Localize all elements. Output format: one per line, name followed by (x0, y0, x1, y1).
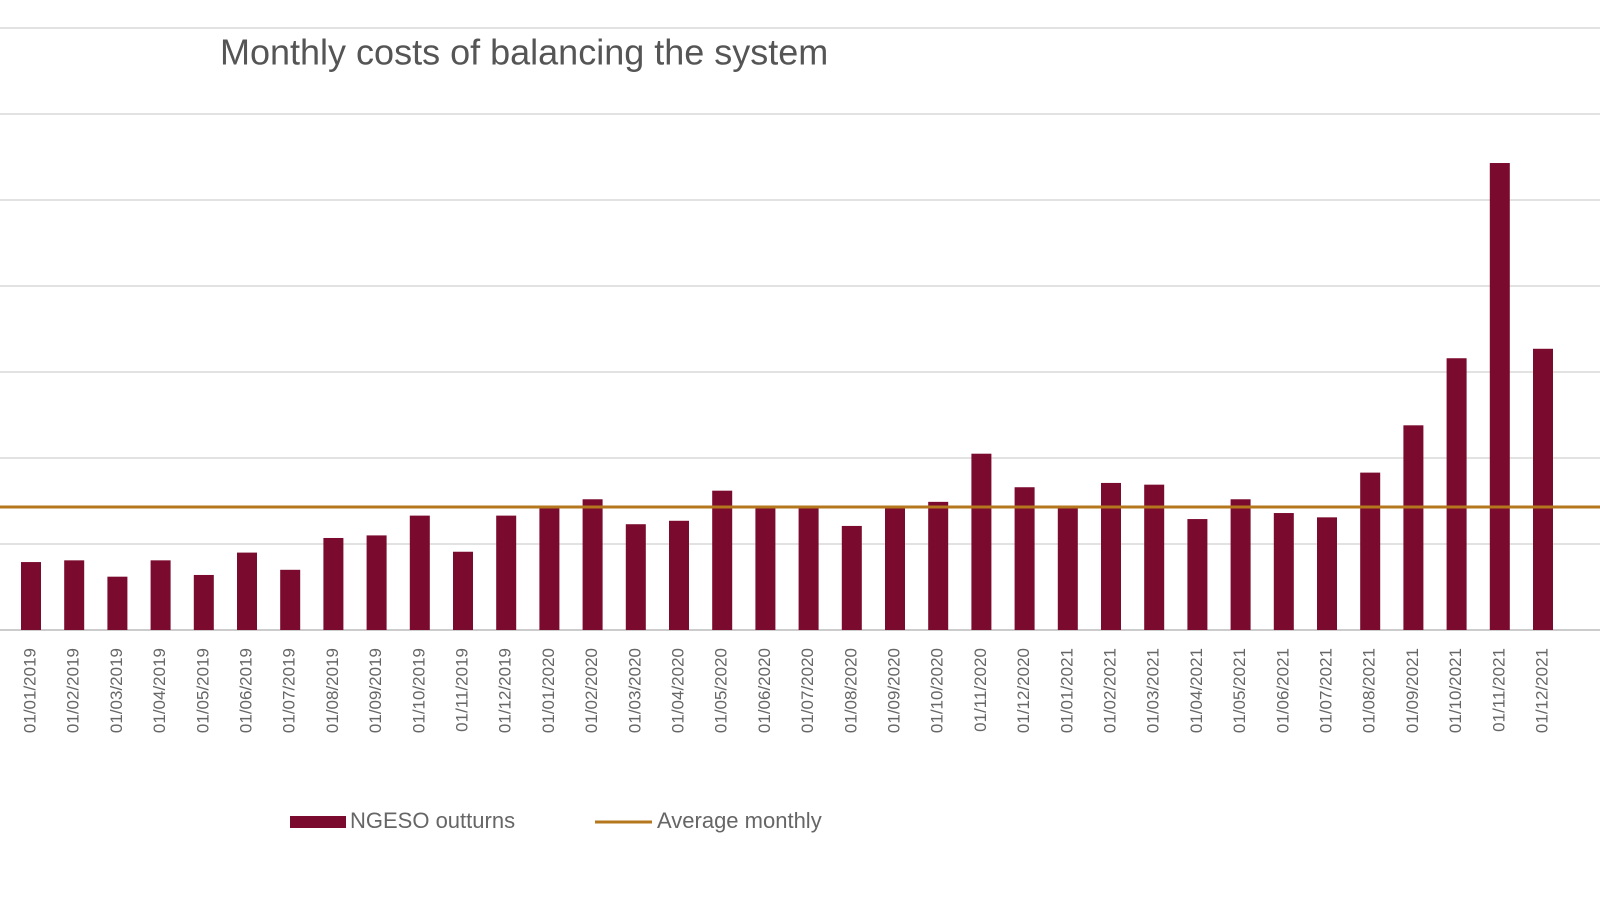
bar (755, 507, 776, 630)
bar (798, 507, 819, 630)
x-tick-label: 01/02/2019 (64, 648, 83, 733)
legend-swatch (290, 816, 346, 828)
bar (64, 560, 85, 630)
bar (1403, 425, 1424, 630)
x-tick-label: 01/02/2021 (1100, 648, 1119, 733)
bar (366, 535, 387, 630)
x-tick-label: 01/07/2019 (280, 648, 299, 733)
x-tick-label: 01/10/2020 (928, 648, 947, 733)
bar (625, 524, 646, 630)
bar (669, 520, 689, 630)
x-tick-label: 01/09/2020 (884, 648, 903, 733)
x-tick-label: 01/12/2020 (1014, 648, 1033, 733)
bar (21, 562, 41, 630)
bar (193, 574, 214, 630)
x-tick-label: 01/06/2021 (1273, 648, 1292, 733)
x-tick-label: 01/10/2021 (1446, 648, 1465, 733)
x-tick-label: 01/08/2020 (841, 648, 860, 733)
bar (1230, 499, 1251, 630)
x-tick-label: 01/09/2021 (1403, 648, 1422, 733)
x-tick-label: 01/04/2020 (668, 648, 687, 733)
x-tick-label: 01/01/2019 (20, 648, 39, 733)
bar (539, 507, 560, 630)
bar (1144, 484, 1165, 630)
legend-label: Average monthly (657, 808, 822, 833)
x-tick-label: 01/01/2021 (1057, 648, 1076, 733)
x-tick-label: 01/03/2019 (107, 648, 126, 733)
x-tick-label: 01/06/2020 (755, 648, 774, 733)
bar (280, 569, 301, 630)
chart-title: Monthly costs of balancing the system (220, 32, 828, 73)
x-tick-label: 01/12/2019 (496, 648, 515, 733)
bar (1317, 517, 1337, 630)
bar (1446, 358, 1467, 630)
x-tick-label: 01/03/2021 (1144, 648, 1163, 733)
x-tick-label: 01/07/2020 (798, 648, 817, 733)
x-tick-label: 01/04/2019 (150, 648, 169, 733)
bar (1187, 519, 1208, 630)
x-tick-label: 01/07/2021 (1316, 648, 1335, 733)
x-tick-label: 01/08/2021 (1360, 648, 1379, 733)
x-tick-label: 01/05/2019 (193, 648, 212, 733)
x-tick-label: 01/09/2019 (366, 648, 385, 733)
bar (1014, 487, 1035, 630)
bar (323, 537, 344, 630)
x-tick-label: 01/04/2021 (1187, 648, 1206, 733)
x-tick-label: 01/12/2021 (1532, 648, 1551, 733)
bar (1489, 163, 1510, 630)
x-tick-label: 01/01/2020 (539, 648, 558, 733)
bar (1273, 513, 1294, 630)
bar (496, 515, 517, 630)
bar (1533, 348, 1553, 630)
x-tick-label: 01/11/2021 (1489, 648, 1508, 732)
x-tick-label: 01/11/2019 (452, 648, 471, 732)
bar (885, 507, 905, 630)
bar (1101, 482, 1121, 630)
bar (971, 453, 992, 630)
bar (409, 515, 430, 630)
bar (712, 490, 733, 630)
bar (1360, 472, 1381, 630)
bar (453, 551, 473, 630)
bar (237, 552, 257, 630)
x-tick-label: 01/10/2019 (409, 648, 428, 733)
bar (582, 499, 603, 630)
x-tick-label: 01/02/2020 (582, 648, 601, 733)
legend-label: NGESO outturns (350, 808, 515, 833)
x-tick-label: 01/11/2020 (971, 648, 990, 732)
bar (928, 501, 949, 630)
x-tick-label: 01/06/2019 (236, 648, 255, 733)
bar (841, 525, 862, 630)
bar (107, 576, 128, 630)
bar (150, 560, 171, 630)
x-tick-label: 01/03/2020 (625, 648, 644, 733)
x-tick-label: 01/05/2021 (1230, 648, 1249, 733)
x-tick-label: 01/08/2019 (323, 648, 342, 733)
x-tick-label: 01/05/2020 (712, 648, 731, 733)
bar (1057, 507, 1078, 630)
